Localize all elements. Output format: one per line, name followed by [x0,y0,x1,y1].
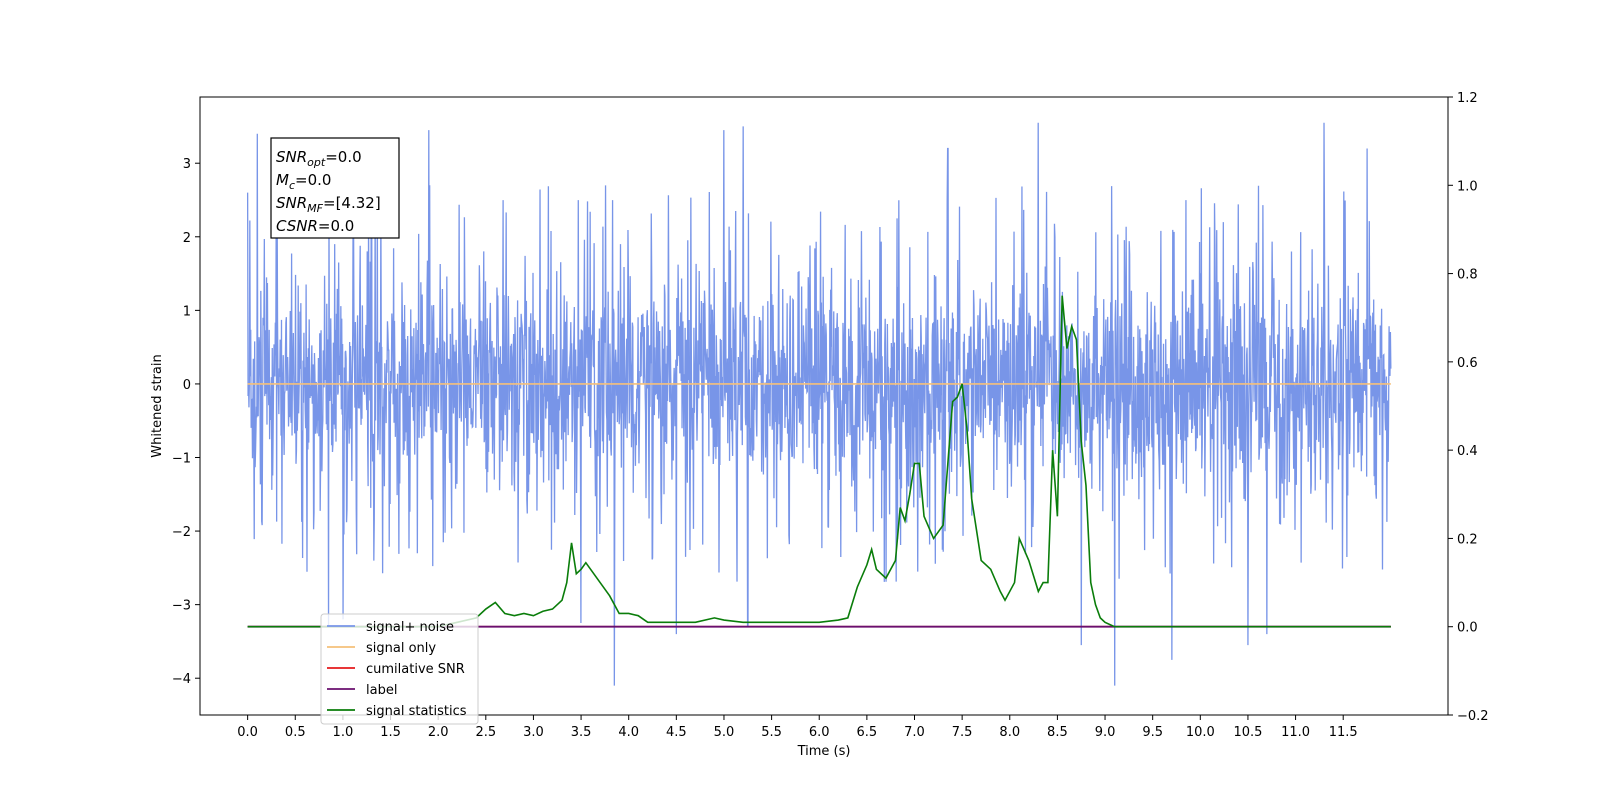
x-tick-label: 6.5 [857,725,878,740]
y2-tick-label: 0.2 [1457,532,1478,547]
x-tick-label: 3.0 [523,725,544,740]
legend-entry-label: label [366,683,397,698]
x-tick-label: 9.5 [1142,725,1163,740]
y-tick-label: 3 [183,157,191,172]
x-tick-label: 7.5 [952,725,973,740]
series-signal-statistics-line [247,295,1391,628]
legend-entry-label: cumilative SNR [366,662,465,677]
y-tick-label: −1 [172,452,191,467]
annotation-line: CSNR=0.0 [276,217,354,235]
x-tick-label: 11.5 [1329,725,1358,740]
x-tick-label: 5.0 [714,725,735,740]
y2-tick-label: 0.0 [1457,621,1478,636]
x-tick-label: 9.0 [1095,725,1116,740]
x-tick-label: 7.0 [904,725,925,740]
x-tick-label: 8.0 [999,725,1020,740]
x-tick-label: 5.5 [761,725,782,740]
legend-frame [320,613,479,725]
x-tick-label: 0.0 [237,725,258,740]
x-axis-label: Time (s) [797,744,851,759]
y-axis-ticks: −4 −3 −2 −1 0 1 2 3 [172,157,200,687]
x-tick-label: 1.0 [333,725,354,740]
x-tick-label: 2.5 [475,725,496,740]
y-axis-label: Whitened strain [150,354,165,457]
y-tick-label: 2 [183,231,191,246]
series-signal-noise-line [246,122,1392,686]
x-tick-label: 6.0 [809,725,830,740]
x-tick-label: 4.5 [666,725,687,740]
y-tick-label: −3 [172,599,191,614]
legend-entry-label: signal+ noise [366,620,454,635]
x-tick-label: 0.5 [285,725,306,740]
series-layer [246,122,1392,686]
y2-axis-ticks: −0.2 0.0 0.2 0.4 0.6 0.8 1.0 1.2 [1448,91,1489,724]
annotation-frame [270,137,400,239]
y2-tick-label: 0.4 [1457,444,1478,459]
y-tick-label: −4 [172,672,191,687]
legend-entry-label: signal only [366,641,436,656]
legend-entry-label: signal statistics [366,704,467,719]
y-tick-label: 0 [183,378,191,393]
y-tick-label: −2 [172,525,191,540]
x-tick-label: 10.0 [1186,725,1215,740]
x-tick-label: 4.0 [618,725,639,740]
x-tick-label: 3.5 [571,725,592,740]
y2-tick-label: 1.2 [1457,91,1478,106]
x-tick-label: 1.5 [380,725,401,740]
annotation-line: Mc=0.0 [276,171,331,192]
annotation-line: SNRopt=0.0 [276,148,362,169]
y-tick-label: 1 [183,304,191,319]
x-tick-label: 8.5 [1047,725,1068,740]
annotation-line: SNRMF=[4.32] [276,194,381,215]
y2-tick-label: 0.6 [1457,356,1478,371]
x-tick-label: 10.5 [1233,725,1262,740]
plot-frame [199,96,1449,716]
y2-tick-label: 1.0 [1457,179,1478,194]
legend: signal+ noise signal only cumilative SNR la… [320,613,479,725]
x-tick-label: 11.0 [1281,725,1310,740]
y2-tick-label: 0.8 [1457,268,1478,283]
x-axis-ticks: 0.0 0.5 1.0 1.5 2.0 2.5 3.0 3.5 4.0 4.5 5.0 5.5 6.0 6… [237,715,1358,740]
x-tick-label: 2.0 [428,725,449,740]
y2-tick-label: −0.2 [1457,709,1489,724]
